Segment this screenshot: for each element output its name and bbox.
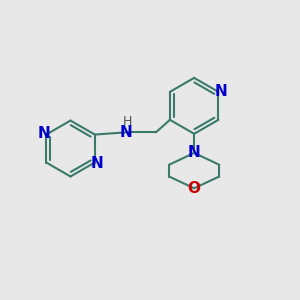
Text: N: N: [120, 125, 133, 140]
Text: N: N: [188, 146, 200, 160]
Text: N: N: [215, 84, 228, 99]
Text: N: N: [38, 126, 50, 141]
Text: O: O: [188, 181, 201, 196]
Text: H: H: [123, 115, 132, 128]
Text: N: N: [91, 157, 103, 172]
